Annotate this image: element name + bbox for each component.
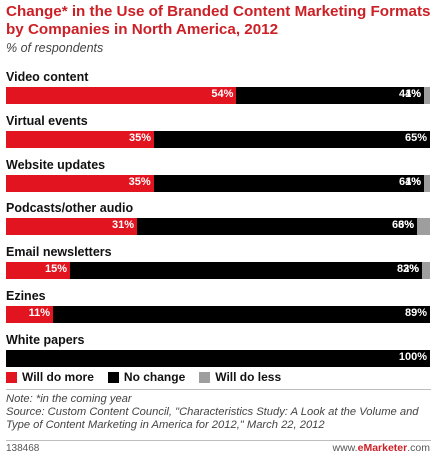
legend-swatch <box>107 371 119 383</box>
data-label: 3% <box>398 219 414 232</box>
bar-segment: 83% <box>70 262 422 280</box>
legend-swatch <box>6 371 17 383</box>
bar-segment: 15% <box>6 262 70 280</box>
data-label: 65% <box>404 131 427 144</box>
site-suffix: .com <box>407 442 430 454</box>
bar-segment: 44% <box>236 87 425 104</box>
legend: Will do more No change Will do less <box>6 370 295 384</box>
site-prefix: www. <box>332 442 358 454</box>
category-label: Ezines <box>6 289 46 303</box>
site-credit: www.eMarketer.com <box>333 442 430 454</box>
chart-id: 138468 <box>6 443 40 454</box>
data-label: 2% <box>403 263 419 276</box>
chart-title: Change* in the Use of Branded Content Ma… <box>6 3 431 38</box>
divider <box>6 440 431 441</box>
bar-segment: 35% <box>6 174 154 192</box>
data-label: 64% <box>398 175 422 188</box>
bar-segment: 31% <box>6 218 137 236</box>
note-text: Note: *in the coming year <box>6 393 132 405</box>
bar-row: 31% 66% 3% <box>6 218 430 236</box>
data-label: 1% <box>405 175 421 188</box>
bar-row: 100% <box>6 349 430 367</box>
bar-segment: 65% <box>154 130 430 148</box>
category-label: Video content <box>6 70 89 84</box>
category-label: Podcasts/other audio <box>6 201 134 216</box>
data-label: 35% <box>128 131 151 144</box>
bar-segment: 64% <box>153 174 425 192</box>
category-label: White papers <box>6 332 85 347</box>
bar-segment: 35% <box>6 130 154 148</box>
legend-label: No change <box>123 370 186 384</box>
bar-row: 54% 44% 1% <box>6 87 430 104</box>
bar-segment: 66% <box>137 218 417 236</box>
data-label: 83% <box>396 263 419 276</box>
data-label: 44% <box>398 88 422 100</box>
data-label: 1% <box>405 88 421 100</box>
bar-segment: 89% <box>53 306 430 323</box>
category-label: Website updates <box>6 157 106 172</box>
bar-segment: 54% <box>6 87 237 104</box>
data-label: 11% <box>28 307 50 319</box>
site-brand: eMarketer <box>357 442 408 454</box>
data-label: 54% <box>211 88 234 100</box>
bar-row: 35% 65% <box>6 130 430 148</box>
legend-label: Will do more <box>22 370 94 384</box>
chart-subtitle: % of respondents <box>6 41 104 55</box>
bar-segment: 3% <box>398 218 430 236</box>
data-label: 100% <box>398 350 427 363</box>
bar-row: 15% 83% 2% <box>6 262 430 280</box>
legend-swatch <box>199 371 211 383</box>
legend-item-no-change: No change <box>107 370 186 384</box>
divider <box>6 389 431 390</box>
bar-segment: 1% <box>405 87 430 104</box>
bar-segment: 100% <box>6 349 430 367</box>
legend-item-will-do-more: Will do more <box>6 370 94 384</box>
bar-segment: 2% <box>403 262 430 280</box>
data-label: 31% <box>111 219 134 232</box>
legend-item-will-do-less: Will do less <box>199 370 281 384</box>
source-text: Source: Custom Content Council, "Charact… <box>6 406 419 431</box>
data-label: 89% <box>404 307 427 319</box>
bar-row: 35% 64% 1% <box>6 174 430 192</box>
category-label: Email newsletters <box>6 245 112 260</box>
data-label: 35% <box>128 175 151 188</box>
category-label: Virtual events <box>6 113 88 128</box>
bar-segment: 11% <box>6 306 53 323</box>
legend-label: Will do less <box>215 370 282 384</box>
bar-row: 11% 89% <box>6 306 430 323</box>
bar-segment: 1% <box>405 174 430 192</box>
data-label: 66% <box>391 219 414 232</box>
notes: Note: *in the coming year Source: Custom… <box>6 393 434 432</box>
data-label: 15% <box>44 263 67 276</box>
